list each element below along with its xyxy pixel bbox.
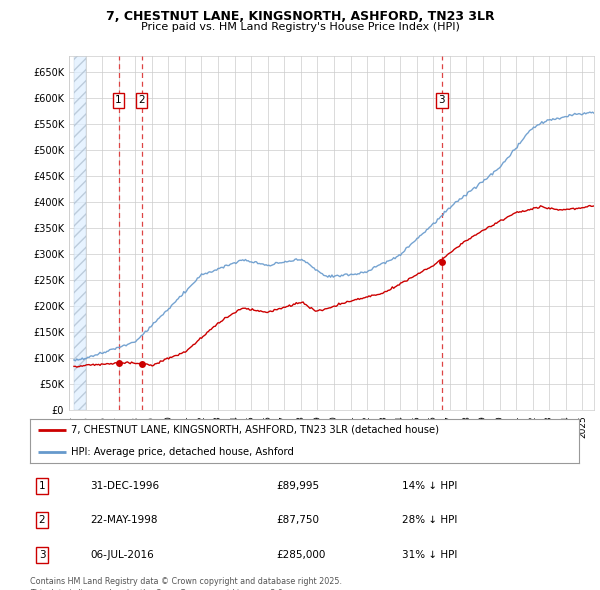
Text: 1: 1 <box>115 96 122 105</box>
Text: 2: 2 <box>38 516 46 525</box>
Text: 28% ↓ HPI: 28% ↓ HPI <box>402 516 457 525</box>
Text: HPI: Average price, detached house, Ashford: HPI: Average price, detached house, Ashf… <box>71 447 294 457</box>
Text: £285,000: £285,000 <box>276 550 325 559</box>
Text: 06-JUL-2016: 06-JUL-2016 <box>90 550 154 559</box>
Text: Contains HM Land Registry data © Crown copyright and database right 2025.
This d: Contains HM Land Registry data © Crown c… <box>30 577 342 590</box>
Text: 22-MAY-1998: 22-MAY-1998 <box>90 516 157 525</box>
Text: 7, CHESTNUT LANE, KINGSNORTH, ASHFORD, TN23 3LR: 7, CHESTNUT LANE, KINGSNORTH, ASHFORD, T… <box>106 10 494 23</box>
Text: 1: 1 <box>38 481 46 491</box>
Text: 14% ↓ HPI: 14% ↓ HPI <box>402 481 457 491</box>
Text: 3: 3 <box>439 96 445 105</box>
Text: £87,750: £87,750 <box>276 516 319 525</box>
Text: Price paid vs. HM Land Registry's House Price Index (HPI): Price paid vs. HM Land Registry's House … <box>140 22 460 32</box>
Text: £89,995: £89,995 <box>276 481 319 491</box>
Text: 2: 2 <box>138 96 145 105</box>
Text: 31% ↓ HPI: 31% ↓ HPI <box>402 550 457 559</box>
Text: 31-DEC-1996: 31-DEC-1996 <box>90 481 159 491</box>
Bar <box>74 56 86 410</box>
Text: 3: 3 <box>38 550 46 559</box>
Text: 7, CHESTNUT LANE, KINGSNORTH, ASHFORD, TN23 3LR (detached house): 7, CHESTNUT LANE, KINGSNORTH, ASHFORD, T… <box>71 425 439 435</box>
